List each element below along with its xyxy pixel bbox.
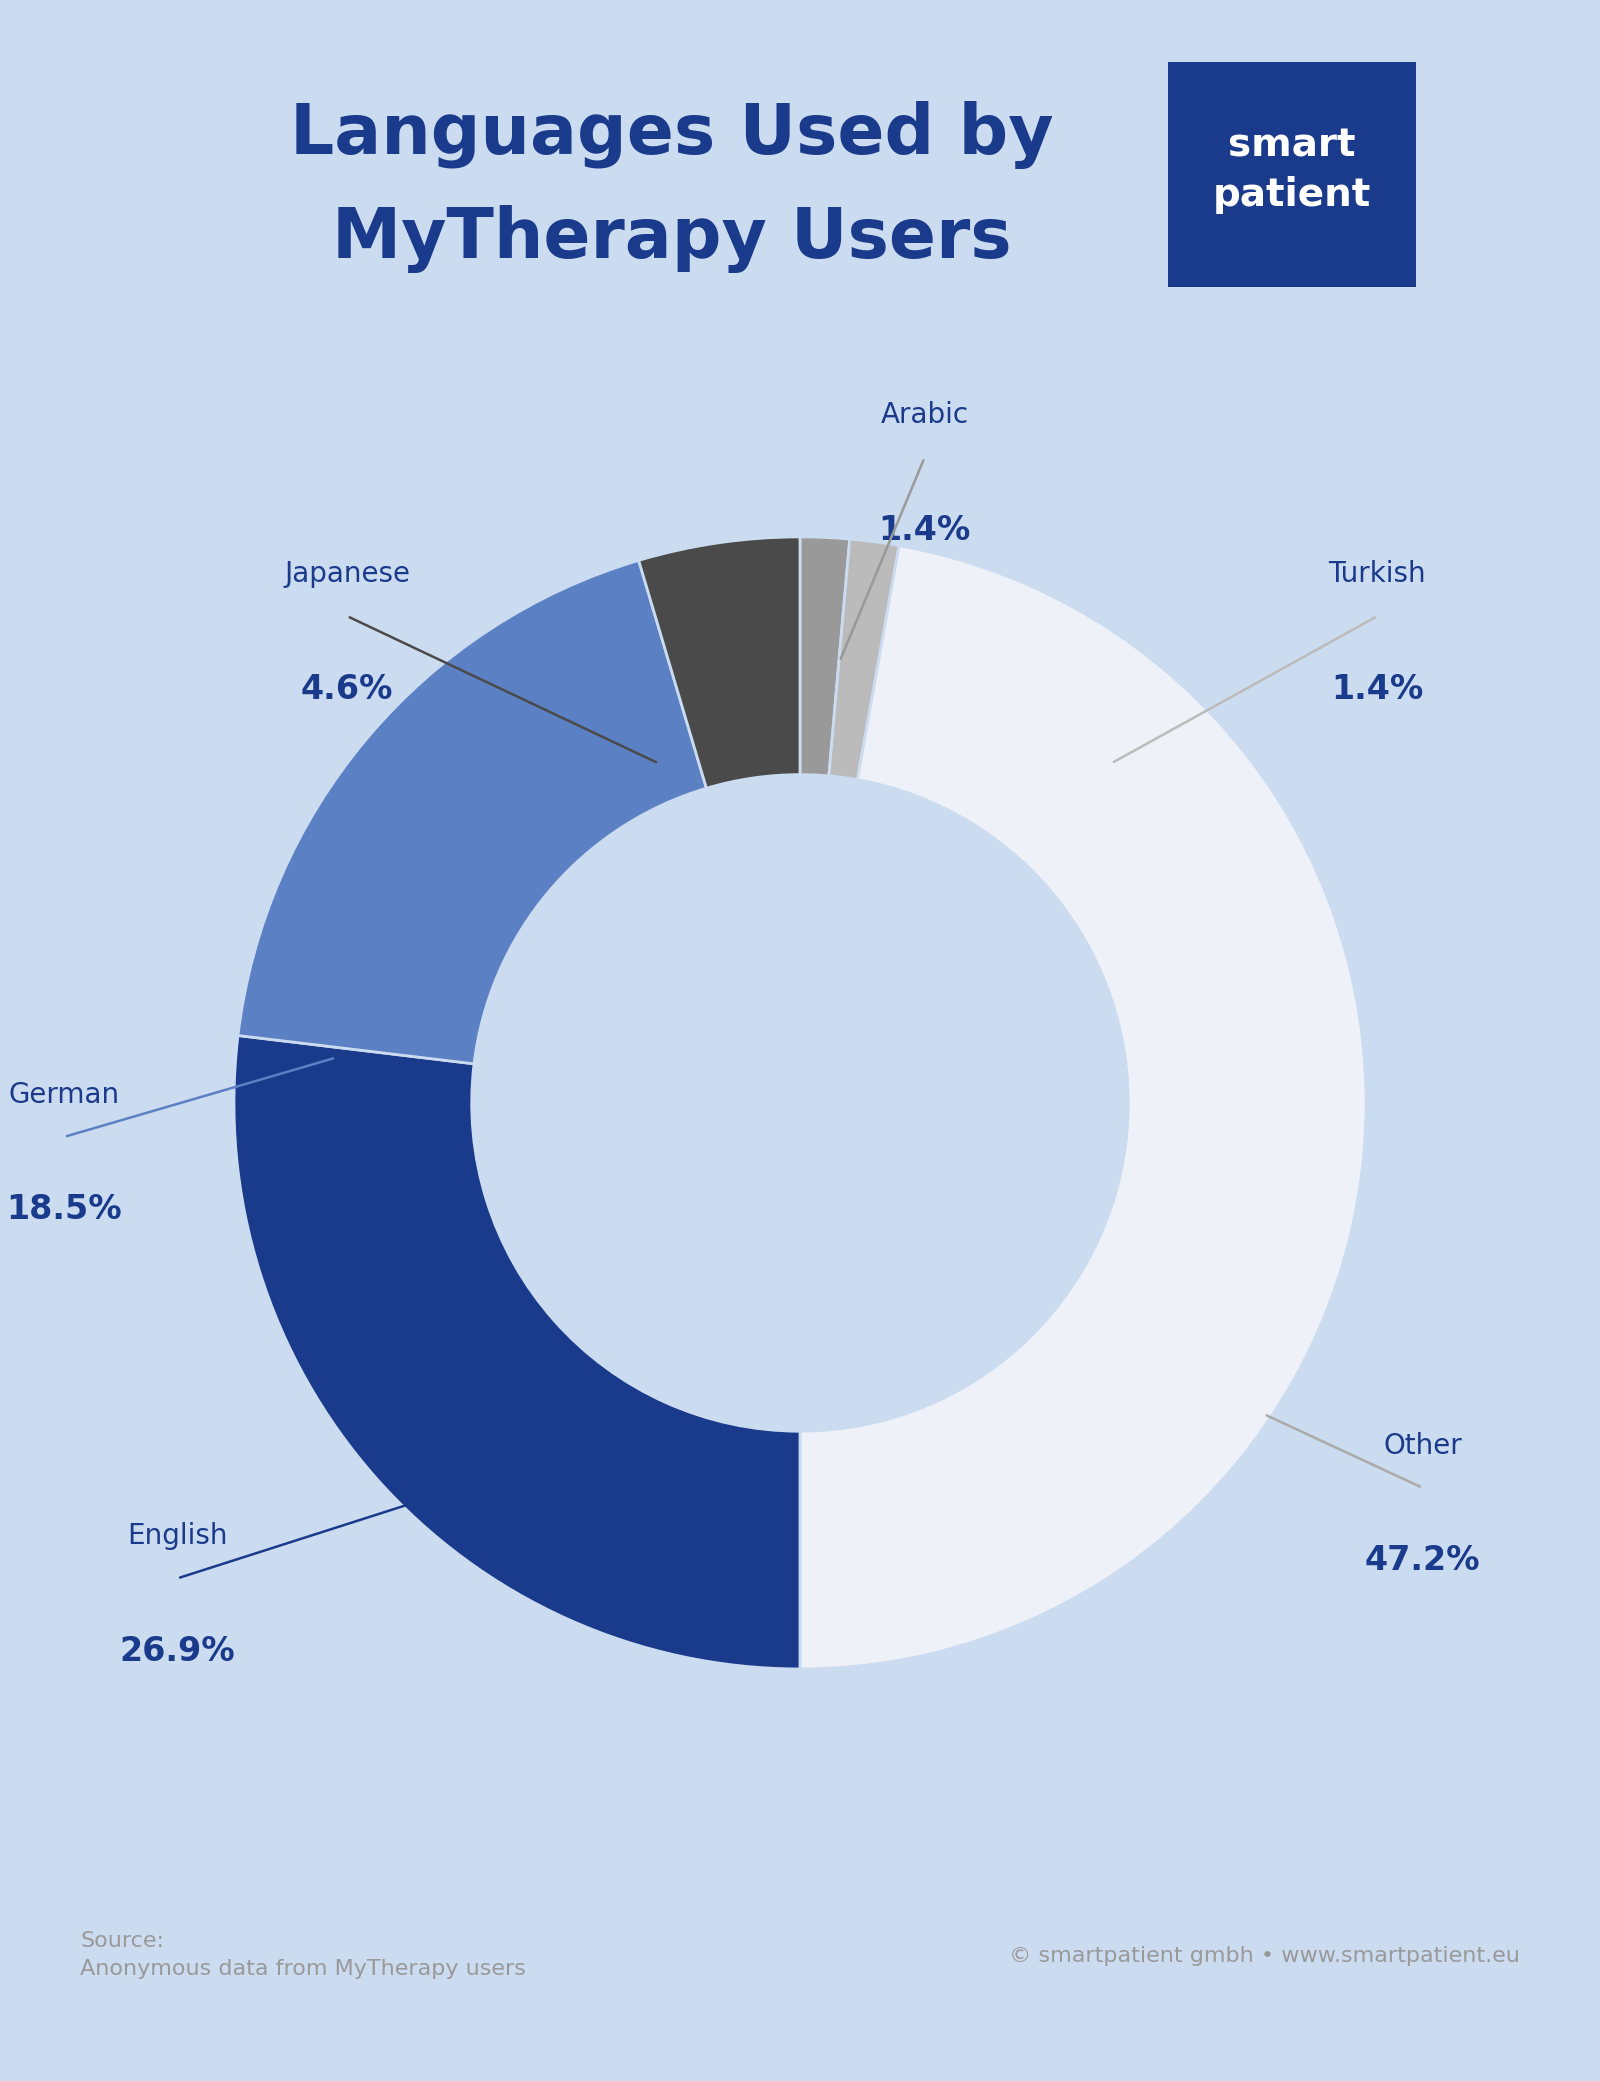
Wedge shape: [800, 545, 1366, 1669]
Text: 1.4%: 1.4%: [1331, 672, 1424, 705]
Wedge shape: [234, 1036, 800, 1669]
Text: © smartpatient gmbh • www.smartpatient.eu: © smartpatient gmbh • www.smartpatient.e…: [1010, 1946, 1520, 1967]
Wedge shape: [238, 560, 707, 1063]
Text: 26.9%: 26.9%: [120, 1636, 235, 1669]
Text: smart
patient: smart patient: [1213, 127, 1371, 214]
Wedge shape: [829, 539, 899, 780]
Text: 47.2%: 47.2%: [1365, 1544, 1480, 1577]
Text: 18.5%: 18.5%: [6, 1194, 122, 1226]
Text: Arabic: Arabic: [880, 402, 968, 429]
Text: Source:
Anonymous data from MyTherapy users: Source: Anonymous data from MyTherapy us…: [80, 1931, 526, 1979]
Text: Japanese: Japanese: [285, 560, 410, 587]
Text: 1.4%: 1.4%: [878, 514, 971, 547]
Text: MyTherapy Users: MyTherapy Users: [333, 206, 1011, 273]
Text: Languages Used by: Languages Used by: [290, 102, 1054, 169]
Text: Other: Other: [1384, 1432, 1462, 1459]
Text: German: German: [8, 1080, 120, 1109]
Text: English: English: [126, 1521, 227, 1550]
Wedge shape: [800, 537, 850, 776]
FancyBboxPatch shape: [1154, 50, 1430, 300]
Text: 4.6%: 4.6%: [301, 672, 394, 705]
Wedge shape: [638, 537, 800, 789]
Text: Turkish: Turkish: [1328, 560, 1426, 587]
